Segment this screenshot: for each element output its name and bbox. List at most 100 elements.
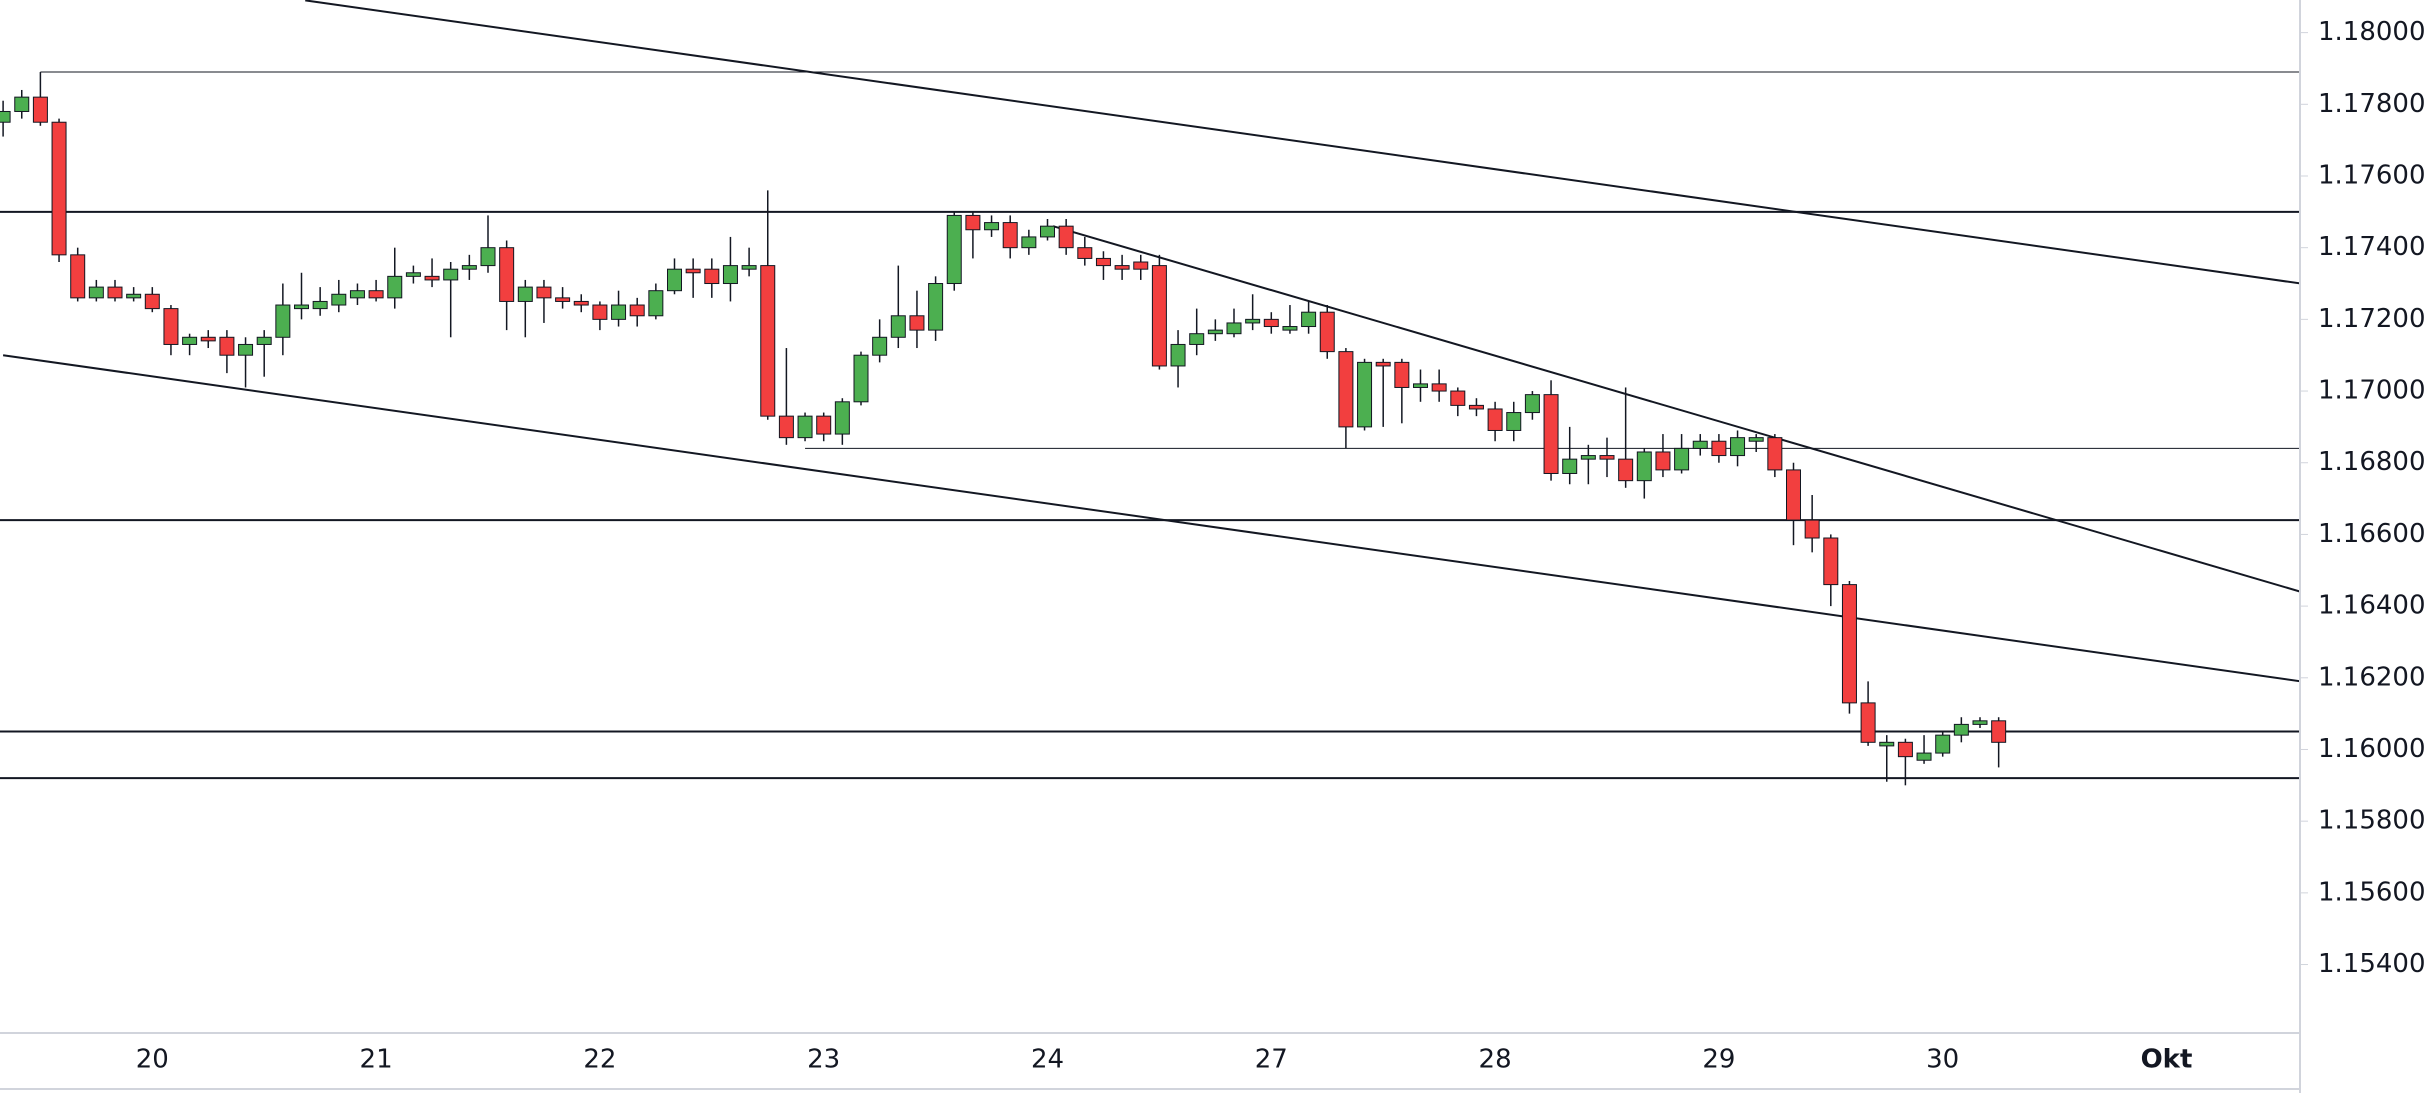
candle-body [331,293,347,306]
y-tick-label: 1.15600 [2318,877,2426,907]
y-tick-label: 1.15400 [2318,949,2426,979]
candle-body [1487,408,1503,431]
candle-body [1524,394,1540,414]
candle-body [928,283,944,331]
candle-body [648,290,664,317]
candle-body [1338,351,1354,428]
candle-body [163,308,179,345]
candle-body [797,415,813,439]
candle-body [629,304,645,317]
candle-body [872,336,888,356]
candle-body [1748,437,1764,442]
candle-body [1170,343,1186,367]
candle-body [611,304,627,320]
trendline [1052,225,2300,593]
candle-body [1991,720,2007,743]
candle-body [1618,458,1634,482]
candle-body [1916,752,1932,761]
candle-body [312,300,328,310]
candle-body [909,315,925,331]
candle-body [0,110,11,123]
candle-body [1413,383,1428,388]
candle-body [536,286,552,299]
x-tick-label: 23 [807,1045,840,1075]
candle-body [890,315,906,338]
candle-body [1319,311,1335,353]
candle-body [499,247,515,302]
candle-body [238,343,254,356]
candle-body [1767,437,1783,471]
x-tick-label: 29 [1702,1045,1735,1075]
candle-body [480,247,496,267]
candle-body [1692,440,1708,449]
candle-body [1935,734,1951,754]
candle-body [1394,361,1410,388]
candle-body [1730,437,1746,457]
trendline [2,354,2300,683]
candle-body [349,290,365,299]
candle-body [984,222,1000,231]
candle-body [1095,257,1111,267]
x-tick-label: 21 [360,1045,393,1075]
y-tick-label: 1.16200 [2318,662,2426,692]
candle-body [685,268,701,274]
candle-body [219,336,235,356]
x-tick-label: 27 [1255,1045,1288,1075]
candle-body [1823,537,1839,586]
candle-body [1786,469,1801,521]
x-tick-label: 30 [1926,1045,1959,1075]
y-tick-label: 1.16400 [2318,591,2426,621]
candle-body [1375,361,1391,367]
y-tick-label: 1.17600 [2318,160,2426,190]
candle-body [760,265,776,417]
y-tick-label: 1.17400 [2318,232,2426,262]
candle-body [1301,311,1317,328]
y-tick-label: 1.18000 [2318,17,2426,47]
candle-body [14,96,30,112]
y-tick-label: 1.15800 [2318,806,2426,836]
candle-body [387,275,403,299]
y-tick-label: 1.17800 [2318,89,2426,119]
candle-body [294,304,309,310]
y-tick-label: 1.17200 [2318,304,2426,334]
candle-body [722,265,738,285]
plot-area [0,0,2300,786]
x-tick-label: 20 [136,1045,169,1075]
candle-body [144,293,160,310]
candle-body [555,297,571,302]
candle-body [778,415,794,439]
candle-body [1468,404,1484,410]
candle-body [1636,451,1652,482]
candle-body [51,121,67,256]
candle-body [256,336,272,345]
candle-body [1133,261,1149,270]
candle-body [182,336,198,345]
candle-body [1879,741,1895,747]
candle-body [1226,322,1242,335]
candle-body [592,304,608,320]
x-tick-label: Okt [2141,1045,2193,1075]
candle-body [1841,584,1857,704]
candle-body [834,401,850,435]
candle-body [107,286,123,299]
candle-body [1282,326,1298,331]
candle-body [1021,236,1037,249]
candle-body [1543,394,1559,474]
candle-body [1953,723,1969,736]
candle-body [1580,455,1596,460]
candle-body [424,275,440,281]
candle-body [1599,455,1615,460]
candle-body [1245,318,1261,324]
candle-body [853,354,869,403]
candle-body [200,336,216,342]
candle-body [461,265,477,270]
axes: 1.15400 1.15600 1.15800 1.16000 1.16200 1.164… [136,17,2426,1074]
candle-body [70,254,86,299]
candle-body [1114,265,1130,270]
candle-body [1897,741,1913,758]
candle-body [368,290,384,299]
candle-body [965,214,981,231]
candle-body [1040,225,1055,238]
